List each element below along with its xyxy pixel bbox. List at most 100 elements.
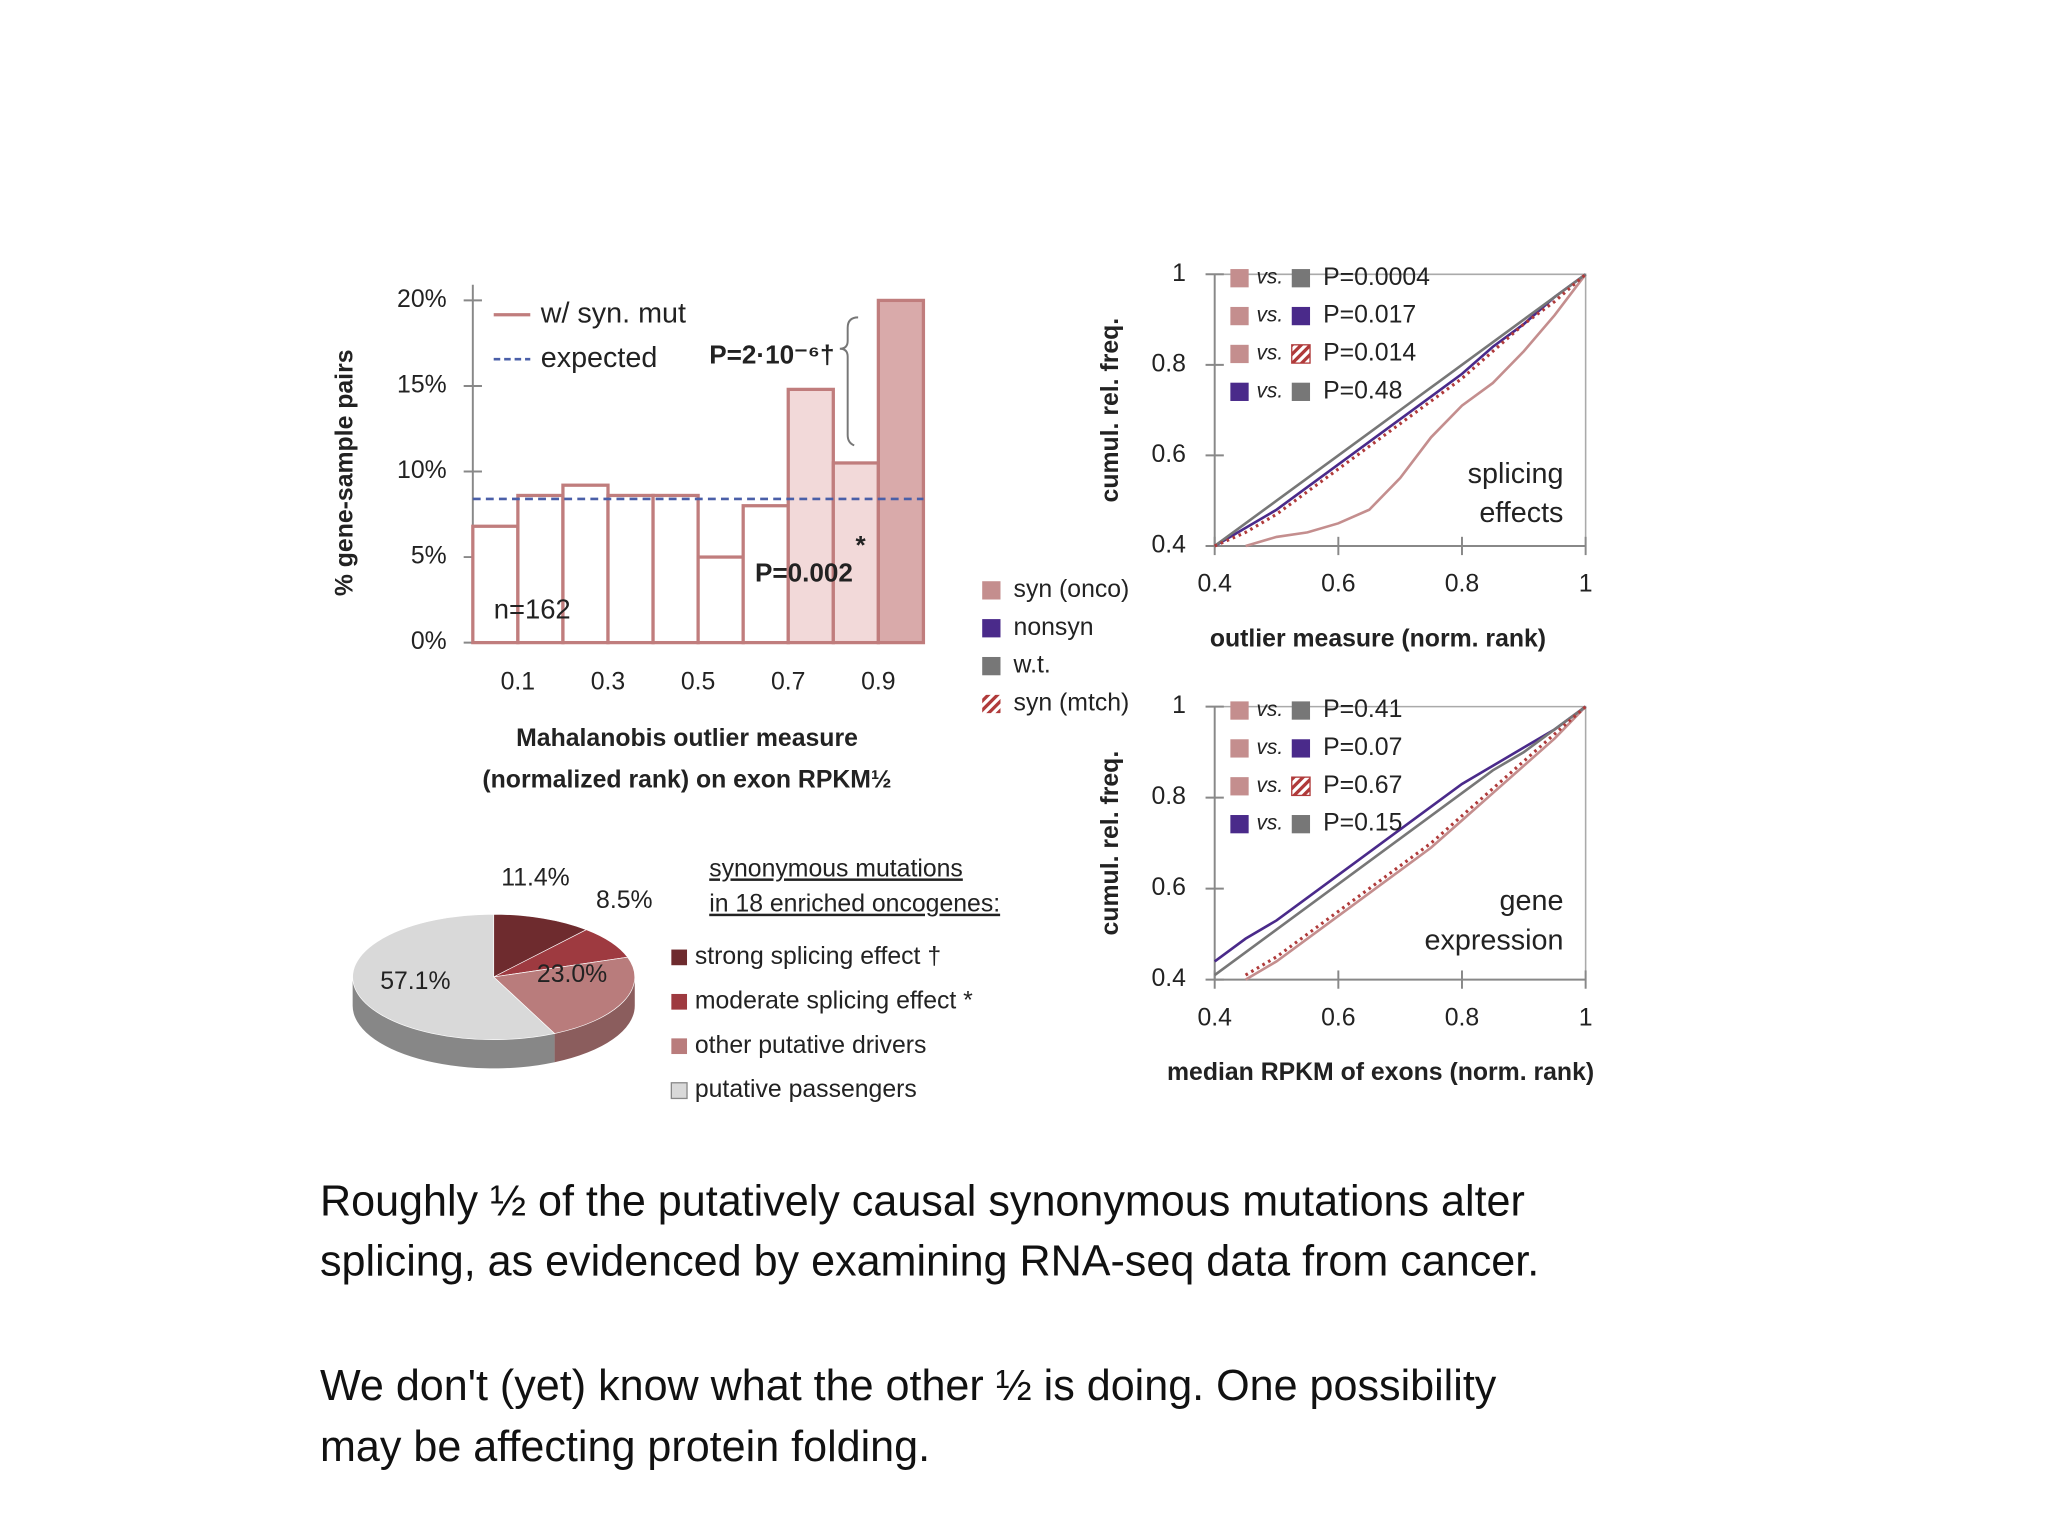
legend-label: w.t. xyxy=(1013,652,1051,679)
slide-text: may be affecting protein folding. xyxy=(320,1423,930,1471)
pie-side xyxy=(554,976,635,1063)
brace xyxy=(839,316,859,447)
legend-swatch xyxy=(982,656,1001,676)
legend-label: syn (onco) xyxy=(1014,576,1130,603)
y-tick-label: 5% xyxy=(411,543,447,570)
legend-swatch xyxy=(670,1082,688,1100)
swatch xyxy=(1291,776,1311,797)
slide-text: Roughly ½ of the putatively causal synon… xyxy=(320,1178,1525,1226)
series-line xyxy=(1213,705,1587,963)
slice-label: 57.1% xyxy=(380,968,450,995)
swatch xyxy=(1230,815,1249,834)
legend-label: strong splicing effect † xyxy=(695,943,941,970)
p-value: P=0.67 xyxy=(1323,772,1402,799)
series-line xyxy=(1213,273,1587,548)
annotation: gene xyxy=(1500,885,1564,917)
legend-label: syn (mtch) xyxy=(1014,690,1130,717)
bar xyxy=(786,387,835,645)
bar xyxy=(696,555,745,645)
y-tick-label: 15% xyxy=(397,372,447,399)
vs-label: vs. xyxy=(1256,736,1283,759)
y-tick-label: 0.4 xyxy=(1151,532,1186,559)
vs-label: vs. xyxy=(1256,774,1283,797)
x-tick-label: 0.3 xyxy=(591,669,625,696)
annotation: effects xyxy=(1479,497,1563,529)
bar xyxy=(876,298,926,645)
x-tick-label: 1 xyxy=(1579,571,1593,598)
vs-label: vs. xyxy=(1256,266,1283,289)
legend-swatch xyxy=(982,694,1001,714)
annotation: * xyxy=(856,530,867,560)
swatch xyxy=(1230,269,1249,288)
swatch xyxy=(1230,344,1249,364)
p-value: P=0.014 xyxy=(1323,340,1416,367)
y-tick-label: 0.8 xyxy=(1151,350,1185,377)
y-tick-label: 1 xyxy=(1172,260,1186,287)
legend-label: expected xyxy=(541,342,658,374)
x-axis-label: outlier measure (norm. rank) xyxy=(1210,626,1546,653)
vs-label: vs. xyxy=(1256,379,1283,402)
x-tick-label: 0.1 xyxy=(501,669,535,696)
bar xyxy=(606,493,655,645)
legend-label: other putative drivers xyxy=(695,1032,927,1059)
y-tick-label: 1 xyxy=(1172,692,1186,719)
x-tick-label: 1 xyxy=(1579,1004,1593,1031)
slice-label: 8.5% xyxy=(596,887,653,914)
swatch xyxy=(1230,382,1249,401)
y-tick-label: 20% xyxy=(397,286,447,313)
swatch xyxy=(1291,701,1311,720)
y-tick-label: 0.6 xyxy=(1151,874,1185,901)
swatch xyxy=(1230,739,1249,758)
x-axis-label: Mahalanobis outlier measure xyxy=(516,725,858,752)
swatch xyxy=(1230,701,1249,720)
legend-swatch xyxy=(982,619,1001,638)
x-tick-label: 0.7 xyxy=(771,669,805,696)
slice-label: 11.4% xyxy=(501,865,569,892)
swatch xyxy=(1291,382,1311,401)
y-axis-label: cumul. rel. freq. xyxy=(1097,318,1124,503)
y-tick-label: 0% xyxy=(411,628,447,655)
x-tick-label: 0.8 xyxy=(1445,571,1479,598)
pie-slice xyxy=(352,913,556,1040)
swatch xyxy=(1291,344,1311,364)
bar xyxy=(516,493,565,645)
y-axis-label: cumul. rel. freq. xyxy=(1097,751,1124,936)
annotation: P=0.002 xyxy=(755,558,853,588)
legend-title: synonymous mutations xyxy=(709,855,963,882)
annotation: splicing xyxy=(1468,458,1564,490)
p-value: P=0.017 xyxy=(1323,302,1416,329)
x-tick-label: 0.8 xyxy=(1445,1004,1479,1031)
pie-slice xyxy=(493,913,588,978)
vs-label: vs. xyxy=(1256,304,1283,327)
x-tick-label: 0.4 xyxy=(1197,1004,1232,1031)
vs-label: vs. xyxy=(1256,698,1283,721)
bar xyxy=(651,493,700,645)
series-line xyxy=(1214,273,1587,548)
bar xyxy=(561,483,610,645)
x-axis-label: median RPKM of exons (norm. rank) xyxy=(1167,1059,1594,1086)
y-tick-label: 0.8 xyxy=(1151,783,1185,810)
annotation: expression xyxy=(1425,924,1564,956)
legend-swatch xyxy=(671,1038,688,1055)
swatch xyxy=(1230,306,1249,326)
p-value: P=0.0004 xyxy=(1323,264,1430,291)
x-tick-label: 0.6 xyxy=(1321,571,1355,598)
slice-label: 23.0% xyxy=(537,961,607,988)
legend-title: in 18 enriched oncogenes: xyxy=(709,891,1000,918)
legend-swatch xyxy=(671,949,688,966)
legend-label: w/ syn. mut xyxy=(540,297,686,329)
series-line xyxy=(1213,705,1587,977)
series-line xyxy=(1245,273,1587,548)
annotation: P=2·10⁻⁶† xyxy=(709,339,834,369)
swatch xyxy=(1291,739,1311,758)
legend-label: nonsyn xyxy=(1014,614,1094,641)
annotation: n=162 xyxy=(494,594,571,625)
x-tick-label: 0.4 xyxy=(1197,571,1232,598)
y-axis-label: % gene-sample pairs xyxy=(332,349,359,596)
x-axis-label: (normalized rank) on exon RPKM½ xyxy=(482,767,891,794)
slide-text: splicing, as evidenced by examining RNA-… xyxy=(320,1238,1539,1286)
y-tick-label: 0.4 xyxy=(1151,965,1186,992)
vs-label: vs. xyxy=(1256,341,1283,364)
y-tick-label: 0.6 xyxy=(1151,441,1185,468)
